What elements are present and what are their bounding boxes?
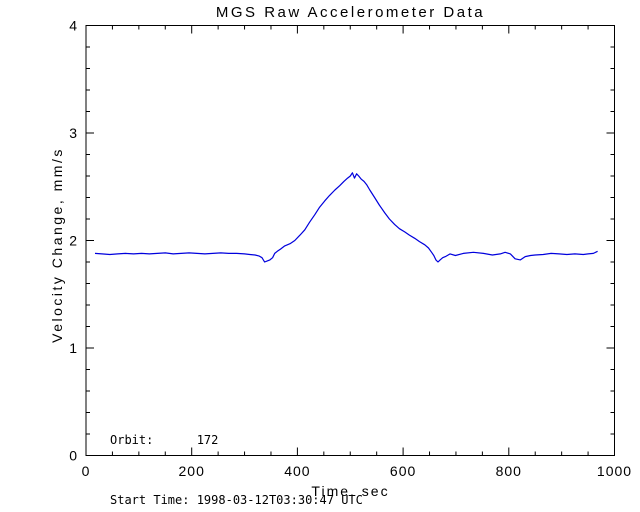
x-tick-label: 200 — [179, 463, 205, 479]
annotation-block: Orbit: 172 Start Time: 1998-03-12T03:30:… — [110, 390, 363, 512]
data-series-line — [94, 172, 598, 263]
y-tick-label: 4 — [69, 18, 78, 34]
chart-title: MGS Raw Accelerometer Data — [215, 4, 486, 21]
annotation-orbit: Orbit: 172 — [110, 433, 219, 447]
y-tick-label: 1 — [69, 340, 78, 356]
x-tick-label: 400 — [284, 463, 310, 479]
x-tick-label: 1000 — [597, 463, 632, 479]
x-tick-label: 800 — [496, 463, 522, 479]
y-tick-label: 0 — [69, 448, 78, 464]
x-tick-label: 0 — [82, 463, 91, 479]
y-tick-label: 2 — [69, 233, 78, 249]
x-axis-label: Time, sec — [311, 483, 390, 499]
x-tick-label: 600 — [390, 463, 416, 479]
y-axis-label-text: Velocity Change, mm/s — [49, 147, 65, 343]
annotation-start-time: Start Time: 1998-03-12T03:30:47 UTC — [110, 493, 363, 507]
y-tick-label: 3 — [69, 125, 78, 141]
